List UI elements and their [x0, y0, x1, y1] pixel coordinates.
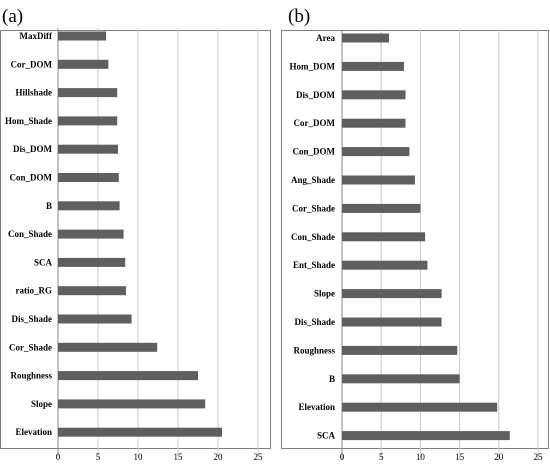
- bar: [58, 144, 118, 154]
- bar: [342, 147, 410, 157]
- category-label: Slope: [314, 289, 335, 299]
- panel-a-label: (a): [2, 6, 23, 27]
- bar: [342, 175, 415, 185]
- bar: [58, 427, 222, 437]
- bar: [58, 31, 106, 41]
- bar: [58, 257, 126, 267]
- category-label: ratio_RG: [16, 286, 53, 296]
- category-label: Area: [316, 33, 335, 43]
- x-tick-label: 5: [96, 452, 101, 462]
- bar: [58, 59, 109, 69]
- x-tick-label: 25: [534, 452, 544, 462]
- category-label: Con_DOM: [10, 173, 53, 183]
- bar: [58, 342, 158, 352]
- category-label: Con_Shade: [291, 232, 335, 242]
- panel-b: (b) Area Hom_DOM Dis_DOM Cor_DOM Con_DOM Ang_…: [281, 6, 549, 462]
- category-label: Cor_Shade: [9, 342, 52, 352]
- bar: [58, 286, 126, 296]
- category-label: Cor_DOM: [11, 59, 53, 69]
- category-label: Roughness: [293, 345, 335, 355]
- panel-a: (a) MaxDiff Cor_DOM Hillshade Hom_Shade Dis_…: [0, 6, 271, 462]
- bar: [342, 90, 406, 100]
- category-label: Elevation: [298, 402, 335, 412]
- category-label: Dis_Shade: [11, 314, 52, 324]
- bar: [58, 399, 206, 409]
- category-label: Con_DOM: [293, 147, 336, 157]
- bar: [342, 345, 458, 355]
- bar: [342, 402, 498, 412]
- panel-b-frame: [281, 30, 549, 449]
- x-tick-label: 25: [254, 452, 264, 462]
- bar: [58, 116, 118, 126]
- x-tick-label: 15: [174, 452, 184, 462]
- category-label: Roughness: [10, 371, 52, 381]
- bar: [58, 371, 198, 381]
- bar: [58, 201, 120, 211]
- bar: [342, 431, 510, 441]
- bar: [342, 260, 428, 270]
- x-tick-label: 0: [340, 452, 345, 462]
- x-tick-label: 10: [416, 452, 426, 462]
- bar: [342, 374, 460, 384]
- bar: [58, 314, 132, 324]
- bar: [342, 61, 404, 71]
- bar: [342, 317, 442, 327]
- bar: [342, 33, 390, 43]
- category-label: Ent_Shade: [293, 260, 335, 270]
- category-label: Hillshade: [15, 88, 52, 98]
- category-label: Dis_Shade: [294, 317, 335, 327]
- category-label: Dis_DOM: [13, 144, 53, 154]
- bar: [58, 229, 124, 239]
- x-tick-label: 0: [56, 452, 61, 462]
- category-label: Cor_Shade: [292, 203, 335, 213]
- category-label: Cor_DOM: [294, 118, 336, 128]
- bar: [342, 118, 406, 128]
- bar: [58, 88, 118, 98]
- x-tick-label: 5: [379, 452, 384, 462]
- x-tick-label: 15: [455, 452, 465, 462]
- category-label: MaxDiff: [20, 31, 53, 41]
- panel-a-frame: [0, 30, 271, 449]
- category-label: Slope: [31, 399, 52, 409]
- panel-b-label: (b): [288, 6, 310, 27]
- bar: [342, 203, 421, 213]
- category-label: Ang_Shade: [291, 175, 335, 185]
- category-label: Dis_DOM: [296, 90, 336, 100]
- x-tick-label: 10: [134, 452, 144, 462]
- category-label: SCA: [317, 431, 336, 441]
- category-label: Hom_DOM: [290, 61, 336, 71]
- bar: [58, 173, 119, 182]
- category-label: Con_Shade: [8, 229, 52, 239]
- x-tick-label: 20: [214, 452, 224, 462]
- category-label: B: [329, 374, 335, 384]
- x-tick-label: 20: [494, 452, 504, 462]
- category-label: Hom_Shade: [5, 116, 52, 126]
- bar: [342, 289, 442, 299]
- bar: [342, 232, 426, 242]
- category-label: B: [46, 201, 52, 211]
- category-label: Elevation: [15, 427, 52, 437]
- category-label: SCA: [34, 257, 53, 267]
